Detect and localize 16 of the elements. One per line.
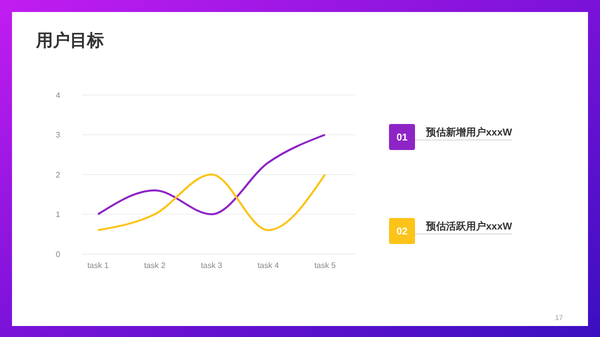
- text: 01: [396, 132, 408, 144]
- y-tick-label: 0: [56, 250, 61, 259]
- y-tick-label: 4: [56, 90, 61, 100]
- x-tick-label: task 1: [87, 260, 110, 270]
- x-tick-label: task 3: [200, 260, 223, 270]
- chart-title: 用户目标: [35, 31, 104, 50]
- y-tick-label: 2: [56, 170, 61, 180]
- y-tick-label: 1: [56, 210, 61, 220]
- line-series: [97, 134, 326, 216]
- x-tick-label: task 5: [314, 260, 336, 270]
- y-tick-label: 3: [56, 130, 61, 140]
- text: 预估新增用户xxxW: [425, 126, 513, 138]
- x-tick-label: task 2: [144, 260, 166, 270]
- x-tick-label: task 4: [258, 260, 280, 270]
- text: 02: [396, 226, 408, 238]
- text: 预估活跃用户xxxW: [425, 220, 513, 232]
